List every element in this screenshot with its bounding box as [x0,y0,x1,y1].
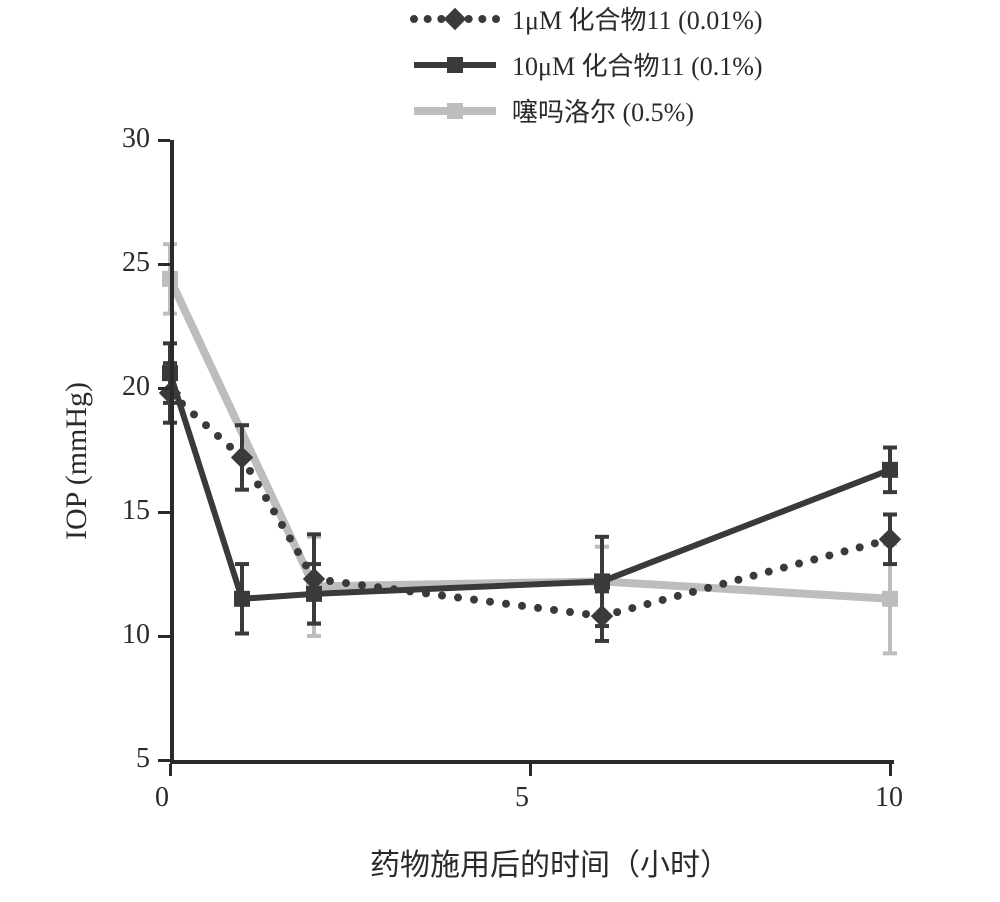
x-tick-label: 0 [155,782,169,814]
y-tick [158,635,170,638]
y-tick-label: 15 [122,495,150,527]
y-tick [158,511,170,514]
chart-canvas: 1μM 化合物11 (0.01%) 10μM 化合物11 (0.1%) 噻吗洛尔… [0,0,1000,902]
y-tick-label: 25 [122,247,150,279]
y-tick [158,139,170,142]
x-axis-line [170,760,894,764]
x-tick [529,764,532,776]
x-tick [889,764,892,776]
series-s3 [162,244,898,653]
x-tick-label: 5 [515,782,529,814]
y-tick [158,387,170,390]
x-tick [169,764,172,776]
y-tick-label: 30 [122,123,150,155]
y-axis-line [170,140,174,760]
y-tick-label: 10 [122,619,150,651]
y-tick [158,263,170,266]
plot-area [0,0,1000,902]
y-tick [158,759,170,762]
y-tick-label: 5 [136,743,150,775]
y-tick-label: 20 [122,371,150,403]
x-tick-label: 10 [875,782,903,814]
